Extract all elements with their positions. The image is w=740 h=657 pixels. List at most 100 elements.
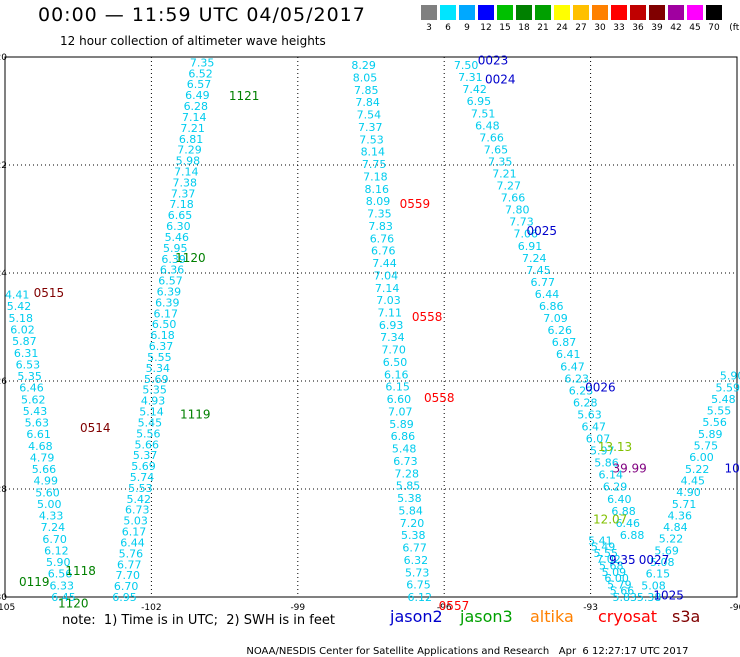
wave-height-value: 7.31 bbox=[458, 71, 483, 84]
wave-height-value: 5.95 bbox=[163, 242, 188, 255]
wave-height-value: 8.29 bbox=[351, 59, 376, 72]
wave-height-value: 6.76 bbox=[371, 245, 396, 258]
wave-height-value: 7.18 bbox=[363, 170, 388, 183]
pass-time-label: 0027 bbox=[639, 553, 670, 567]
legend-label: 30 bbox=[594, 23, 606, 33]
wave-height-value: 4.41 bbox=[5, 289, 30, 302]
wave-height-value: 4.36 bbox=[667, 509, 692, 522]
wave-height-value: 6.28 bbox=[184, 100, 209, 113]
wave-height-value: 4.33 bbox=[39, 510, 64, 523]
wave-height-value: 5.35 bbox=[17, 370, 42, 383]
wave-height-value: 5.89 bbox=[389, 418, 414, 431]
wave-height-value: 5.56 bbox=[702, 416, 727, 429]
wave-height-value: 4.99 bbox=[33, 475, 58, 488]
pass-time-label: 39.99 bbox=[612, 461, 646, 475]
wave-height-value: 7.83 bbox=[368, 220, 393, 233]
wave-height-value: 7.75 bbox=[362, 158, 387, 171]
wave-height-value: 5.22 bbox=[659, 533, 684, 546]
credit-text: NOAA/NESDIS Center for Satellite Applica… bbox=[246, 646, 550, 657]
lat-tick-label: -22 bbox=[0, 161, 7, 171]
legend-label: 33 bbox=[613, 23, 625, 33]
wave-height-value: 6.15 bbox=[385, 381, 410, 394]
wave-height-value: 6.44 bbox=[120, 536, 145, 549]
wave-height-value: 6.00 bbox=[604, 572, 629, 585]
wave-height-value: 7.66 bbox=[479, 131, 504, 144]
wave-height-value: 6.53 bbox=[16, 358, 41, 371]
wave-height-value: 6.02 bbox=[10, 323, 35, 336]
pass-time-label: 0514 bbox=[80, 421, 111, 435]
wave-height-value: 6.23 bbox=[565, 372, 590, 385]
pass-time-label: 1025 bbox=[653, 588, 684, 602]
satellite-altika: altika bbox=[530, 607, 574, 626]
wave-height-value: 7.84 bbox=[355, 96, 380, 109]
wave-height-value: 6.86 bbox=[539, 300, 564, 313]
pass-time-label: 1120 bbox=[175, 251, 206, 265]
wave-height-value: 5.56 bbox=[136, 427, 161, 440]
wave-height-value: 6.57 bbox=[187, 78, 212, 91]
wave-height-value: 5.73 bbox=[405, 566, 430, 579]
wave-height-value: 5.18 bbox=[9, 312, 34, 325]
wave-height-value: 4.84 bbox=[663, 521, 688, 534]
wave-height-value: 7.51 bbox=[471, 107, 496, 120]
wave-height-value: 5.79 bbox=[607, 578, 632, 591]
pass-time-label: 0559 bbox=[400, 197, 431, 211]
wave-height-value: 6.70 bbox=[114, 580, 139, 593]
wave-height-value: 8.09 bbox=[366, 195, 391, 208]
wave-height-value: 5.75 bbox=[694, 440, 719, 453]
wave-height-value: 5.22 bbox=[685, 463, 710, 476]
pass-time-label: 12.07 bbox=[593, 513, 627, 527]
wave-height-value: 5.46 bbox=[165, 231, 190, 244]
wave-height-value: 7.21 bbox=[180, 122, 205, 135]
wave-height-value: 7.24 bbox=[41, 521, 66, 534]
wave-height-value: 5.66 bbox=[610, 585, 635, 598]
wave-height-value: 6.76 bbox=[370, 232, 395, 245]
wave-height-value: 5.71 bbox=[672, 498, 697, 511]
wave-height-value: 7.03 bbox=[376, 294, 401, 307]
wave-height-value: 5.87 bbox=[12, 335, 37, 348]
wave-height-value: 8.16 bbox=[364, 183, 389, 196]
legend-label: 3 bbox=[426, 23, 432, 33]
wave-height-value: 6.18 bbox=[150, 329, 175, 342]
wave-height-value: 5.63 bbox=[25, 417, 50, 430]
map-title: 00:00 — 11:59 UTC 04/05/2017 bbox=[38, 4, 366, 26]
wave-height-value: 7.73 bbox=[509, 216, 534, 229]
wave-height-value: 7.35 bbox=[367, 208, 392, 221]
wave-height-value: 7.35 bbox=[488, 155, 513, 168]
wave-height-value: 7.38 bbox=[172, 176, 197, 189]
wave-height-value: 5.38 bbox=[401, 529, 426, 542]
wave-height-value: 7.37 bbox=[358, 121, 383, 134]
wave-height-value: 6.41 bbox=[556, 348, 581, 361]
wave-height-value: 6.39 bbox=[157, 286, 182, 299]
wave-height-value: 6.44 bbox=[535, 288, 560, 301]
pass-time-label: 0119 bbox=[19, 575, 50, 589]
wave-height-value: 7.34 bbox=[380, 331, 405, 344]
wave-height-value: 5.42 bbox=[127, 493, 152, 506]
wave-height-value: 7.85 bbox=[354, 84, 379, 97]
wave-height-value: 5.59 bbox=[716, 381, 740, 394]
legend-swatch bbox=[611, 5, 627, 20]
legend-label: 9 bbox=[464, 23, 470, 33]
legend-label: 6 bbox=[445, 23, 451, 33]
wave-height-value: 7.44 bbox=[372, 257, 397, 270]
wave-height-value: 7.14 bbox=[182, 111, 207, 124]
wave-height-value: 6.17 bbox=[153, 307, 178, 320]
wave-height-value: 6.57 bbox=[158, 275, 183, 288]
wave-height-value: 7.07 bbox=[388, 405, 413, 418]
lon-tick-label: -96 bbox=[437, 603, 452, 613]
lat-tick-label: -26 bbox=[0, 377, 7, 387]
wave-height-value: 5.85 bbox=[396, 480, 421, 493]
footer-note: note: 1) Time is in UTC; 2) SWH is in fe… bbox=[62, 613, 335, 628]
wave-height-value: 5.68 bbox=[599, 560, 624, 573]
wave-height-value: 5.48 bbox=[711, 393, 736, 406]
wave-height-value: 6.12 bbox=[408, 591, 433, 604]
wave-height-value: 7.80 bbox=[505, 204, 530, 217]
lat-tick-label: -24 bbox=[0, 269, 7, 279]
wave-height-value: 5.89 bbox=[698, 428, 723, 441]
wave-height-value: 7.35 bbox=[190, 56, 215, 69]
wave-height-value: 5.08 bbox=[641, 579, 666, 592]
lon-tick-label: -93 bbox=[583, 603, 598, 613]
wave-height-value: 5.90 bbox=[46, 556, 71, 569]
lat-tick-label: -28 bbox=[0, 485, 7, 495]
wave-height-value: 7.53 bbox=[359, 133, 384, 146]
